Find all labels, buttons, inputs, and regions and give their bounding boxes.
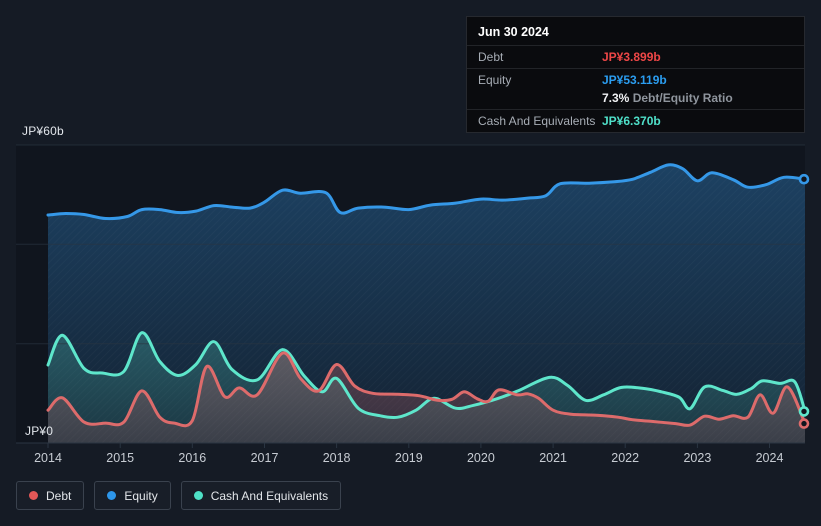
equity-line[interactable] — [46, 163, 807, 221]
legend-cash-label: Cash And Equivalents — [210, 488, 329, 503]
tooltip-cash-label: Cash And Equivalents — [478, 114, 596, 128]
legend-debt-label: Debt — [46, 488, 72, 503]
tooltip-debt-value: JP¥3.899b — [602, 50, 661, 64]
x-tick-label-2017: 2017 — [251, 451, 279, 465]
tooltip-equity-label: Equity — [478, 73, 512, 87]
chart-legend: Debt Equity Cash And Equivalents — [16, 481, 342, 510]
tooltip-cash-row: Cash And Equivalents JP¥6.370b — [467, 109, 804, 132]
tooltip-ratio-row: 7.3% Debt/Equity Ratio — [467, 91, 804, 109]
x-tick-label-2016: 2016 — [178, 451, 206, 465]
x-tick-label-2015: 2015 — [106, 451, 134, 465]
y-axis-top-label: JP¥60b — [22, 124, 64, 138]
cash-endpoint-marker[interactable] — [798, 406, 810, 417]
x-tick-label-2014: 2014 — [34, 451, 62, 465]
tooltip-date: Jun 30 2024 — [478, 25, 549, 39]
tooltip-ratio-value: 7.3% Debt/Equity Ratio — [602, 91, 733, 105]
equity-endpoint-marker[interactable] — [798, 173, 810, 185]
x-tick-label-2023: 2023 — [683, 451, 711, 465]
cash-line[interactable] — [46, 331, 807, 420]
x-tick-label-2024: 2024 — [756, 451, 784, 465]
legend-item-cash[interactable]: Cash And Equivalents — [180, 481, 342, 510]
chart-tooltip: Jun 30 2024 Debt JP¥3.899b Equity JP¥53.… — [466, 16, 805, 133]
legend-item-equity[interactable]: Equity — [94, 481, 171, 510]
x-tick-label-2022: 2022 — [611, 451, 639, 465]
debt-dot-icon — [29, 491, 38, 500]
x-tick-label-2018: 2018 — [323, 451, 351, 465]
tooltip-equity-value: JP¥53.119b — [602, 73, 667, 87]
tooltip-debt-row: Debt JP¥3.899b — [467, 45, 804, 68]
legend-equity-label: Equity — [124, 488, 158, 503]
equity-dot-icon — [107, 491, 117, 500]
debt-line[interactable] — [46, 351, 807, 428]
debt-endpoint-marker[interactable] — [798, 418, 810, 429]
tooltip-cash-value: JP¥6.370b — [602, 114, 661, 128]
legend-item-debt[interactable]: Debt — [16, 481, 85, 510]
x-tick-label-2020: 2020 — [467, 451, 495, 465]
x-tick-label-2019: 2019 — [395, 451, 423, 465]
y-axis-zero-label: JP¥0 — [25, 424, 54, 438]
tooltip-equity-row: Equity JP¥53.119b — [467, 68, 804, 91]
x-tick-label-2021: 2021 — [539, 451, 567, 465]
cash-dot-icon — [193, 491, 203, 500]
tooltip-debt-label: Debt — [478, 50, 504, 64]
